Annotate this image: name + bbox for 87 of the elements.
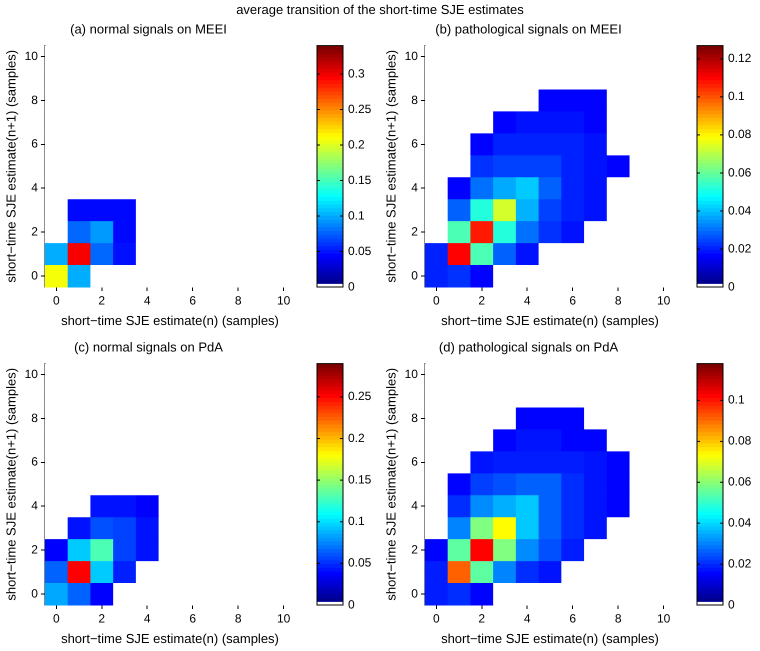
x-axis-title: short−time SJE estimate(n) (samples) — [441, 630, 659, 646]
color-bar-label: 0.06 — [728, 165, 752, 180]
y-tick-label: 8 — [31, 92, 38, 107]
color-bar-label: 0.04 — [728, 203, 752, 218]
x-tick-label: 4 — [144, 612, 151, 626]
y-tick-label: 4 — [31, 180, 38, 195]
color-bar-label: 0.3 — [348, 66, 366, 80]
y-tick-label: 0 — [411, 586, 418, 600]
color-bar-label: 0.15 — [348, 472, 372, 486]
x-tick-label: 6 — [569, 294, 576, 308]
chart-title: (a) normal signals on MEEI — [70, 21, 227, 36]
y-tick-label: 4 — [31, 498, 38, 513]
y-tick-label: 4 — [411, 498, 418, 513]
x-tick-label: 6 — [569, 612, 576, 626]
x-tick-label: 8 — [234, 612, 242, 626]
color-bar-label: 0.05 — [348, 556, 372, 570]
y-tick-label: 6 — [411, 136, 418, 151]
x-tick-label: 8 — [614, 612, 622, 626]
color-bar-label: 0.1 — [348, 514, 366, 528]
x-tick-label: 10 — [656, 294, 671, 308]
color-bar-label: 0.08 — [728, 127, 752, 142]
x-tick-label: 4 — [524, 294, 531, 308]
x-axis-title: short−time SJE estimate(n) (samples) — [61, 312, 279, 328]
color-bar-label: 0 — [348, 279, 355, 294]
chart-title: (d) pathological signals on PdA — [438, 339, 618, 354]
color-bar-label: 0.02 — [728, 241, 752, 256]
y-tick-label: 0 — [411, 268, 418, 282]
y-tick-label: 6 — [31, 454, 38, 469]
y-axis-title: short−time SJE estimate(n+1) (samples) — [3, 368, 18, 601]
x-tick-label: 8 — [614, 294, 622, 308]
x-axis-title: short−time SJE estimate(n) (samples) — [441, 312, 659, 328]
color-bar-label: 0.06 — [728, 474, 752, 489]
text: average transition of the short-time SJE estimates — [235, 2, 525, 17]
x-tick-label: 0 — [52, 612, 60, 626]
y-tick-label: 2 — [411, 542, 418, 556]
y-tick-label: 2 — [31, 224, 38, 238]
y-tick-label: 10 — [404, 48, 418, 63]
x-axis-title: short−time SJE estimate(n) (samples) — [61, 630, 279, 646]
y-tick-label: 0 — [31, 268, 38, 282]
color-bar-label: 0 — [728, 597, 735, 612]
x-tick-label: 6 — [189, 612, 196, 626]
x-tick-label: 8 — [234, 294, 242, 308]
x-tick-label: 2 — [478, 612, 486, 626]
chart-title: (b) pathological signals on MEEI — [435, 21, 622, 36]
y-axis-title: short−time SJE estimate(n+1) (samples) — [3, 50, 18, 283]
x-tick-label: 0 — [432, 294, 440, 308]
chart-title: (c) normal signals on PdA — [74, 339, 224, 354]
y-tick-label: 4 — [411, 180, 418, 195]
y-tick-label: 2 — [411, 224, 418, 238]
y-tick-label: 10 — [24, 366, 38, 381]
x-tick-label: 2 — [98, 294, 106, 308]
y-tick-label: 0 — [31, 586, 38, 600]
y-tick-label: 6 — [31, 136, 38, 151]
color-bar-label: 0.2 — [348, 430, 366, 445]
y-axis-title: short−time SJE estimate(n+1) (samples) — [383, 50, 398, 283]
x-tick-label: 10 — [276, 294, 291, 308]
x-tick-label: 4 — [524, 612, 531, 626]
y-tick-label: 8 — [411, 410, 418, 425]
x-tick-label: 0 — [52, 294, 60, 308]
x-tick-label: 2 — [98, 612, 106, 626]
color-bar-label: 0.1 — [348, 208, 366, 222]
color-bar-label: 0.1 — [728, 89, 746, 104]
color-bar-label: 0.05 — [348, 244, 372, 258]
color-bar-label: 0 — [348, 597, 355, 612]
x-tick-label: 2 — [478, 294, 486, 308]
color-bar-label: 0.08 — [728, 434, 752, 448]
color-bar-label: 0.02 — [728, 556, 752, 570]
y-tick-label: 10 — [404, 366, 418, 381]
color-bar-label: 0.15 — [348, 172, 372, 187]
color-bar-label: 0 — [728, 279, 735, 294]
color-bar-label: 0.12 — [728, 51, 752, 66]
color-bar-label: 0.04 — [728, 515, 752, 530]
y-tick-label: 6 — [411, 454, 418, 469]
y-tick-label: 8 — [31, 410, 38, 425]
y-tick-label: 2 — [31, 542, 38, 556]
y-axis-title: short−time SJE estimate(n+1) (samples) — [383, 368, 398, 601]
color-bar-label: 0.1 — [728, 392, 746, 407]
color-bar-label: 0.25 — [348, 102, 372, 116]
color-bar-label: 0.2 — [348, 137, 366, 152]
x-tick-label: 6 — [189, 294, 196, 308]
x-tick-label: 4 — [144, 294, 151, 308]
color-bar-label: 0.25 — [348, 389, 372, 404]
x-tick-label: 0 — [432, 612, 440, 626]
y-tick-label: 10 — [24, 48, 38, 63]
x-tick-label: 10 — [656, 612, 671, 626]
x-tick-label: 10 — [276, 612, 291, 626]
y-tick-label: 8 — [411, 92, 418, 107]
